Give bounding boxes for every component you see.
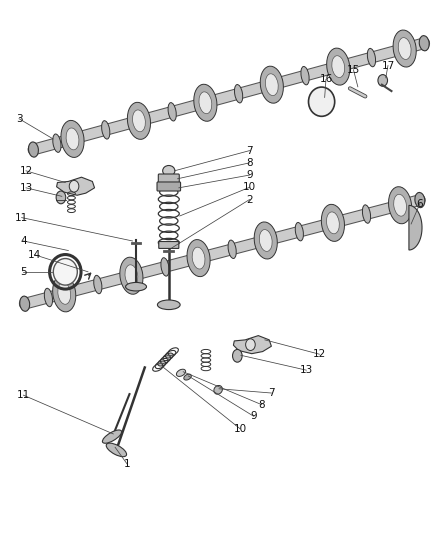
Ellipse shape — [125, 265, 138, 287]
Text: 8: 8 — [246, 158, 253, 168]
Ellipse shape — [127, 102, 151, 139]
Text: 14: 14 — [28, 250, 41, 260]
Ellipse shape — [259, 230, 272, 252]
Ellipse shape — [28, 142, 39, 157]
Ellipse shape — [102, 430, 122, 443]
Text: 5: 5 — [20, 267, 27, 277]
Ellipse shape — [415, 192, 425, 208]
FancyBboxPatch shape — [159, 241, 179, 248]
Ellipse shape — [378, 75, 388, 86]
Text: 17: 17 — [381, 61, 395, 70]
Text: 8: 8 — [258, 400, 265, 410]
Ellipse shape — [254, 222, 277, 259]
Ellipse shape — [133, 110, 145, 132]
Ellipse shape — [177, 369, 186, 376]
Ellipse shape — [367, 49, 375, 67]
Ellipse shape — [161, 258, 169, 276]
Text: 2: 2 — [246, 195, 253, 205]
Ellipse shape — [332, 55, 345, 77]
Ellipse shape — [168, 103, 176, 121]
Text: 11: 11 — [15, 213, 28, 223]
Ellipse shape — [228, 240, 236, 259]
Text: 12: 12 — [19, 166, 33, 176]
Ellipse shape — [20, 296, 30, 311]
Ellipse shape — [53, 275, 76, 312]
Ellipse shape — [94, 276, 102, 294]
Polygon shape — [57, 177, 95, 195]
Text: 9: 9 — [251, 411, 257, 422]
Ellipse shape — [157, 300, 180, 310]
Ellipse shape — [194, 84, 217, 122]
Text: 11: 11 — [17, 390, 30, 400]
Ellipse shape — [394, 195, 406, 216]
Ellipse shape — [187, 239, 210, 277]
Text: 7: 7 — [246, 146, 253, 156]
Ellipse shape — [234, 85, 243, 103]
Ellipse shape — [106, 443, 127, 457]
Ellipse shape — [398, 38, 411, 60]
Text: 15: 15 — [347, 65, 360, 75]
Ellipse shape — [53, 259, 78, 285]
Ellipse shape — [246, 339, 255, 351]
Ellipse shape — [362, 205, 371, 223]
Ellipse shape — [66, 128, 79, 150]
Ellipse shape — [265, 74, 278, 95]
FancyBboxPatch shape — [157, 182, 180, 191]
Ellipse shape — [126, 282, 147, 291]
Ellipse shape — [402, 195, 410, 213]
Ellipse shape — [260, 66, 283, 103]
Text: 6: 6 — [417, 199, 423, 209]
Ellipse shape — [162, 165, 175, 176]
Ellipse shape — [58, 282, 71, 304]
Polygon shape — [409, 205, 422, 250]
Ellipse shape — [44, 288, 53, 306]
Ellipse shape — [389, 187, 412, 224]
Ellipse shape — [233, 350, 242, 362]
Ellipse shape — [327, 48, 350, 85]
Ellipse shape — [120, 257, 143, 294]
Text: 13: 13 — [19, 183, 33, 193]
Ellipse shape — [406, 38, 415, 56]
Ellipse shape — [184, 374, 191, 380]
Ellipse shape — [321, 204, 344, 241]
Ellipse shape — [61, 120, 84, 157]
Text: 16: 16 — [319, 75, 332, 84]
Ellipse shape — [295, 222, 304, 241]
Ellipse shape — [102, 120, 110, 139]
Text: 10: 10 — [233, 424, 247, 434]
Text: 9: 9 — [246, 170, 253, 180]
Ellipse shape — [301, 67, 309, 85]
Text: 1: 1 — [124, 459, 131, 469]
Ellipse shape — [393, 30, 416, 67]
Polygon shape — [233, 336, 272, 354]
Text: 10: 10 — [243, 182, 256, 192]
Ellipse shape — [214, 385, 223, 394]
Ellipse shape — [419, 36, 429, 51]
FancyBboxPatch shape — [158, 174, 179, 183]
Ellipse shape — [53, 134, 61, 152]
Ellipse shape — [69, 180, 79, 192]
Ellipse shape — [199, 92, 212, 114]
Text: 13: 13 — [300, 365, 313, 375]
Ellipse shape — [326, 212, 339, 234]
Ellipse shape — [56, 191, 66, 204]
Ellipse shape — [308, 87, 335, 116]
Text: 12: 12 — [313, 349, 326, 359]
Ellipse shape — [192, 247, 205, 269]
Text: 3: 3 — [16, 114, 22, 124]
Text: 7: 7 — [268, 388, 275, 398]
Text: 4: 4 — [20, 236, 27, 246]
